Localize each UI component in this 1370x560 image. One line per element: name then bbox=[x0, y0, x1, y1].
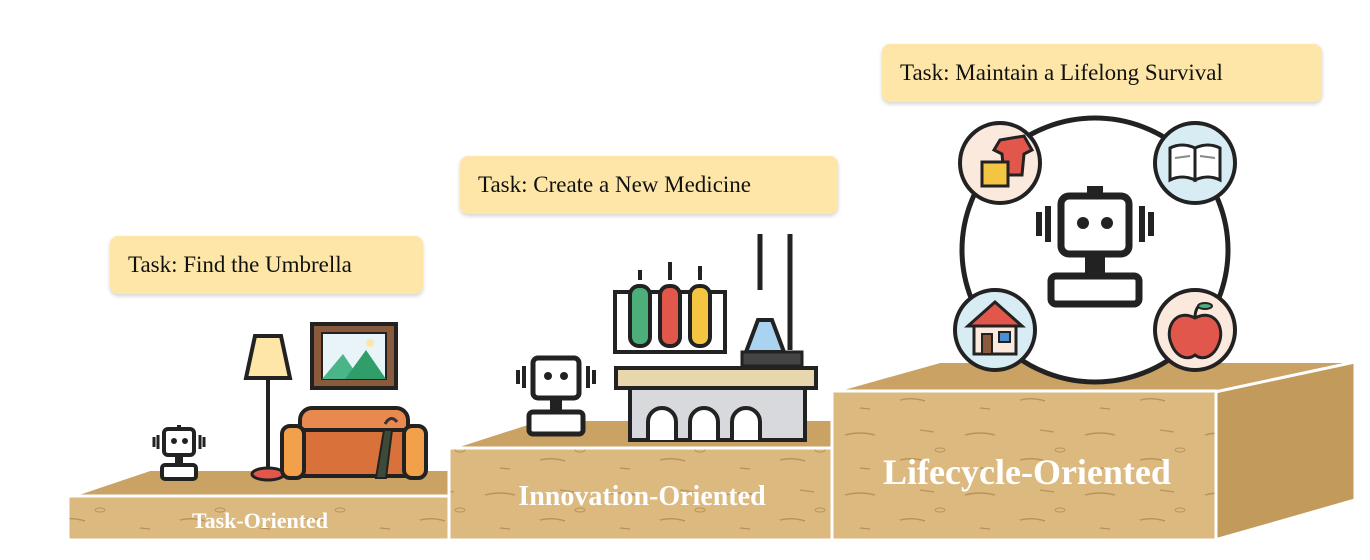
sofa-icon bbox=[280, 406, 428, 480]
lab-bench-icon bbox=[614, 366, 818, 442]
task-text: Task: Maintain a Lifelong Survival bbox=[900, 60, 1223, 85]
picture-frame-icon bbox=[310, 322, 398, 390]
task-text: Task: Create a New Medicine bbox=[478, 172, 752, 197]
task-box-lifelong-survival: Task: Maintain a Lifelong Survival bbox=[882, 44, 1322, 102]
flask-icon bbox=[740, 234, 804, 368]
task-box-find-umbrella: Task: Find the Umbrella bbox=[110, 236, 423, 294]
book-icon bbox=[1153, 121, 1237, 205]
stage-label-lifecycle-oriented: Lifecycle-Oriented bbox=[883, 452, 1171, 492]
clothes-icon bbox=[958, 121, 1042, 205]
robot-icon bbox=[152, 425, 206, 481]
step-lifecycle-oriented: Lifecycle-Oriented bbox=[830, 360, 1357, 542]
robot-icon bbox=[1036, 186, 1154, 308]
robot-icon bbox=[516, 355, 596, 437]
step-task-oriented: Task-Oriented bbox=[66, 469, 458, 542]
task-box-create-medicine: Task: Create a New Medicine bbox=[460, 156, 838, 214]
task-text: Task: Find the Umbrella bbox=[128, 252, 352, 277]
stage-label-task-oriented: Task-Oriented bbox=[192, 508, 328, 533]
umbrella-icon bbox=[374, 417, 399, 479]
test-tubes-icon bbox=[613, 262, 727, 354]
apple-icon bbox=[1153, 288, 1237, 372]
stage-label-innovation-oriented: Innovation-Oriented bbox=[518, 481, 766, 512]
house-icon bbox=[953, 288, 1037, 372]
